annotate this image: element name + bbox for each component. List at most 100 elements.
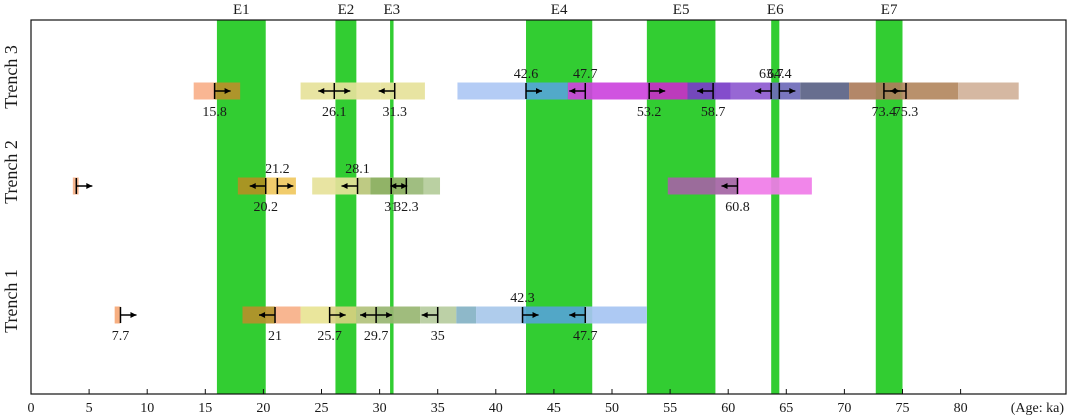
age-segment	[900, 82, 959, 100]
age-segment	[567, 82, 650, 100]
age-marker: 28.1	[341, 162, 370, 194]
age-arrow-head	[224, 88, 231, 94]
age-marker: 53.2	[637, 83, 666, 120]
age-label: 42.3	[510, 291, 535, 306]
age-segment	[456, 306, 477, 324]
age-segment	[376, 306, 421, 324]
age-marker: 32.3	[390, 178, 419, 215]
age-arrow-head	[789, 88, 796, 94]
x-tick-label: 35	[431, 401, 445, 416]
age-markers: 15.8 26.1 31.3 42.6 47.7 53.2 58.7 63.764.4 73.4…	[75, 67, 918, 344]
event-label-e5: E5	[673, 2, 690, 18]
age-marker: 26.1	[318, 83, 351, 120]
age-label: 73.4	[872, 105, 897, 120]
age-label: 21.2	[265, 162, 290, 177]
event-label-e6: E6	[767, 2, 784, 18]
age-segment	[357, 177, 371, 195]
event-band-e6	[771, 20, 780, 394]
x-tick-label: 75	[896, 401, 910, 416]
age-label: 64.4	[767, 67, 792, 82]
x-tick-label: 20	[256, 401, 270, 416]
age-marker: 64.4	[767, 67, 796, 99]
age-label: 53.2	[637, 105, 662, 120]
event-label-e1: E1	[233, 2, 250, 18]
age-segment	[242, 306, 276, 324]
age-arrow-head	[378, 88, 385, 94]
event-label-e3: E3	[383, 2, 400, 18]
age-label: 35	[431, 329, 445, 344]
event-bands: E1 E2 E3 E4 E5 E6 E7	[216, 2, 903, 394]
age-marker: 42.3	[510, 291, 539, 323]
age-label: 28.1	[345, 162, 370, 177]
x-tick-label: 50	[605, 401, 619, 416]
event-band-e3	[390, 20, 394, 394]
age-arrow-head	[259, 312, 266, 318]
age-label: 7.7	[112, 329, 130, 344]
age-marker: 31.3	[378, 83, 407, 120]
age-arrow-head	[889, 88, 896, 94]
age-label: 47.7	[573, 67, 598, 82]
age-marker	[75, 178, 93, 194]
age-marker: 63.7	[755, 67, 783, 99]
event-label-e7: E7	[881, 2, 898, 18]
x-tick-label: 80	[954, 401, 968, 416]
x-tick-label: 40	[489, 401, 503, 416]
age-segment	[585, 306, 647, 324]
age-arrow-head	[569, 88, 576, 94]
age-segment	[380, 82, 425, 100]
age-marker: 60.8	[721, 178, 750, 215]
age-segment	[800, 82, 850, 100]
age-segment	[275, 306, 301, 324]
event-band-e4	[526, 20, 593, 394]
age-segment	[457, 82, 527, 100]
trench-label-2: Trench 2	[1, 140, 21, 204]
x-tick-label: 25	[315, 401, 329, 416]
event-band-e1	[216, 20, 266, 394]
age-arrow-head	[569, 312, 576, 318]
age-arrow-head	[721, 183, 728, 189]
event-label-e4: E4	[551, 2, 568, 18]
age-marker: 25.7	[317, 307, 346, 344]
age-arrow-head	[130, 312, 137, 318]
age-label: 15.8	[202, 105, 227, 120]
age-label: 58.7	[701, 105, 726, 120]
age-arrow-head	[386, 312, 393, 318]
age-marker: 20.2	[249, 178, 278, 215]
age-segment	[958, 82, 1019, 100]
age-segment	[423, 177, 441, 195]
x-tick-label: 60	[721, 401, 735, 416]
x-tick-label: 30	[373, 401, 387, 416]
age-segment	[300, 306, 330, 324]
age-label: 31	[384, 200, 398, 215]
age-segment	[312, 177, 358, 195]
age-arrow-head	[755, 88, 762, 94]
age-arrow-head	[341, 183, 348, 189]
age-label: 20.2	[253, 200, 278, 215]
age-segment	[849, 82, 901, 100]
age-marker: 21	[259, 307, 282, 344]
age-segment	[526, 82, 568, 100]
x-axis: 0 5 10 15 20 25 30 35 40 45 50 55 60 65 70 75 80 (Age: ka…	[28, 389, 1064, 416]
age-label: 31.3	[382, 105, 407, 120]
trench-label-1: Trench 1	[1, 269, 21, 333]
age-segment	[667, 177, 738, 195]
age-arrow-head	[287, 183, 294, 189]
age-arrow-head	[360, 312, 367, 318]
age-marker: 15.8	[202, 83, 231, 120]
age-arrow-head	[536, 88, 543, 94]
age-arrow-head	[249, 183, 256, 189]
x-tick-label: 15	[198, 401, 212, 416]
age-arrow-head	[344, 88, 351, 94]
event-band-e7	[875, 20, 903, 394]
age-arrow-head	[532, 312, 539, 318]
age-marker: 58.7	[697, 83, 725, 120]
event-band-e5	[646, 20, 716, 394]
age-marker: 35	[421, 307, 445, 344]
x-tick-label: 0	[28, 401, 35, 416]
plot-border	[30, 19, 1067, 395]
age-segment	[406, 177, 424, 195]
age-label: 26.1	[322, 105, 347, 120]
age-marker: 42.6	[514, 67, 543, 99]
age-label: 47.7	[573, 329, 598, 344]
